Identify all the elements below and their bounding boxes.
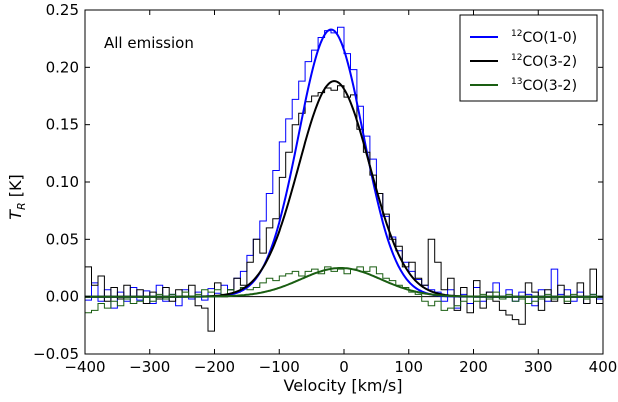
y-tick-label: 0.05 [46, 230, 79, 248]
series-2-histogram [85, 266, 603, 314]
y-tick-label: 0.00 [46, 288, 79, 306]
legend-label: 12CO(3-2) [511, 53, 577, 70]
x-tick-label: 0 [339, 358, 349, 376]
series-1-histogram [85, 85, 603, 332]
y-tick-label: 0.15 [46, 116, 79, 134]
x-tick-label: 100 [394, 358, 423, 376]
x-axis-label: Velocity [km/s] [284, 376, 403, 395]
y-tick-label: 0.20 [46, 58, 79, 76]
x-tick-label: 200 [459, 358, 488, 376]
y-axis: −0.05 0.00 0.05 0.10 0.15 0.20 0.25 [33, 1, 603, 363]
y-axis-label: TR [K] [6, 174, 28, 220]
x-tick-label: 400 [589, 358, 618, 376]
x-tick-label: −300 [129, 358, 170, 376]
y-tick-label: 0.10 [46, 173, 79, 191]
annotation-text: All emission [104, 34, 194, 52]
legend-label: 13CO(3-2) [511, 77, 577, 94]
x-tick-label: −200 [194, 358, 235, 376]
legend-label: 12CO(1-0) [511, 29, 577, 46]
x-tick-label: −100 [259, 358, 300, 376]
y-tick-label: −0.05 [33, 345, 79, 363]
x-tick-label: −400 [64, 358, 105, 376]
x-axis: −400 −300 −200 −100 0 100 200 300 400 [64, 10, 617, 376]
series-2-fit [85, 267, 603, 298]
y-tick-label: 0.25 [46, 1, 79, 19]
plot-area [84, 9, 604, 355]
legend-box [459, 14, 598, 102]
series-1-fit [85, 80, 603, 298]
legend: 12CO(1-0) 12CO(3-2) 13CO(3-2) [459, 14, 598, 102]
x-tick-label: 300 [524, 358, 553, 376]
